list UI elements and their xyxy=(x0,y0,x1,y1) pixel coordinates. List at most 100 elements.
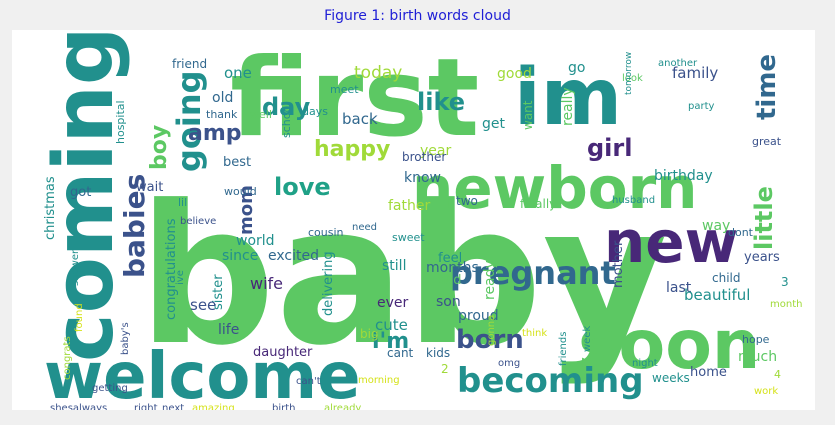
figure-title: Figure 1: birth words cloud xyxy=(324,8,511,24)
cloud-word: get xyxy=(482,116,506,132)
cloud-word: got xyxy=(70,185,91,200)
cloud-word: happy xyxy=(314,137,390,162)
cloud-word: excited xyxy=(268,248,319,264)
cloud-word: congrats xyxy=(62,336,73,380)
cloud-word: dad xyxy=(437,273,461,288)
cloud-word: hope xyxy=(742,333,770,346)
cloud-word: omg xyxy=(498,358,520,369)
cloud-word: next xyxy=(162,403,184,410)
cloud-word: gonna xyxy=(486,315,497,346)
cloud-word: delivering xyxy=(321,251,336,316)
cloud-word: months xyxy=(426,260,479,276)
cloud-word: two xyxy=(456,194,478,208)
cloud-word: cousin xyxy=(308,226,344,239)
cloud-word: birth xyxy=(272,403,296,410)
cloud-word: good xyxy=(497,66,532,82)
cloud-word: love xyxy=(274,173,331,201)
cloud-word: best xyxy=(223,155,251,170)
cloud-word: little xyxy=(750,186,778,250)
cloud-word: well xyxy=(250,108,272,121)
cloud-word: great xyxy=(752,135,782,148)
cloud-word: time xyxy=(752,54,782,120)
cloud-word: found xyxy=(74,303,85,332)
cloud-word: day xyxy=(262,93,311,121)
cloud-word: hospital xyxy=(114,100,127,144)
cloud-word: old xyxy=(212,90,233,106)
cloud-word: wait xyxy=(136,180,163,195)
cloud-word: look xyxy=(622,73,643,84)
cloud-word: new xyxy=(604,208,738,276)
cloud-word: child xyxy=(712,271,741,285)
cloud-word: dont xyxy=(728,226,754,239)
cloud-word: would xyxy=(224,185,257,198)
cloud-word: son xyxy=(436,294,461,310)
cloud-word: soon xyxy=(578,306,760,385)
cloud-word: need xyxy=(352,222,377,233)
cloud-word: going xyxy=(170,70,208,172)
cloud-word: proud xyxy=(458,308,499,324)
cloud-word: friends xyxy=(558,332,569,366)
cloud-word: daughter xyxy=(253,345,313,360)
cloud-word: family xyxy=(672,64,718,82)
cloud-word: 2 xyxy=(441,362,449,376)
cloud-word: pregnant xyxy=(450,254,616,292)
cloud-word: 3 xyxy=(781,275,789,289)
cloud-word: really xyxy=(560,87,576,126)
cloud-word: tomorrow xyxy=(624,52,634,95)
cloud-word: night xyxy=(632,358,658,369)
cloud-word: since xyxy=(222,248,258,264)
cloud-word: year xyxy=(420,143,451,159)
cloud-word: life xyxy=(218,322,239,338)
cloud-word: another xyxy=(658,58,698,69)
cloud-word: still xyxy=(382,258,406,274)
cloud-word: im xyxy=(514,53,622,143)
cloud-word: already xyxy=(324,403,361,410)
cloud-word: weeks xyxy=(652,371,690,385)
cloud-word: coming xyxy=(37,30,132,362)
cloud-word: right xyxy=(134,403,158,410)
cloud-word: can't xyxy=(296,376,321,387)
cloud-word: morning xyxy=(358,375,400,386)
cloud-word: want xyxy=(521,100,535,130)
cloud-word: babies xyxy=(118,174,151,278)
cloud-word: sister xyxy=(211,274,226,310)
cloud-word: christmas xyxy=(43,176,58,240)
cloud-word: school xyxy=(280,103,293,138)
cloud-word: believe xyxy=(180,216,216,227)
cloud-word: ready xyxy=(482,260,498,300)
cloud-word: big xyxy=(360,327,379,341)
cloud-word: back xyxy=(342,110,378,128)
cloud-word: brother xyxy=(402,150,446,164)
cloud-word: like xyxy=(417,88,465,116)
cloud-word: feel xyxy=(438,251,462,266)
cloud-word: newborn xyxy=(412,154,697,222)
cloud-word: think xyxy=(522,328,547,339)
cloud-word: last xyxy=(666,280,692,296)
cloud-word: cant xyxy=(387,346,414,360)
cloud-word: party xyxy=(688,101,715,112)
cloud-word: mom xyxy=(236,185,257,235)
cloud-word: days xyxy=(302,105,328,118)
cloud-word: amazing xyxy=(192,403,235,410)
cloud-word: father xyxy=(388,198,430,214)
cloud-word: work xyxy=(754,386,778,397)
cloud-word: friend xyxy=(172,57,207,71)
cloud-word: much xyxy=(738,349,777,365)
cloud-word: 4 xyxy=(774,368,781,381)
cloud-word: girl xyxy=(587,134,632,162)
word-cloud: baby first im newborn coming welcome new soon pr… xyxy=(12,30,815,410)
cloud-word: becoming xyxy=(457,361,644,401)
cloud-word: boy xyxy=(147,125,172,170)
cloud-word: ever xyxy=(377,295,409,311)
cloud-word: years xyxy=(744,250,780,265)
cloud-word: finally xyxy=(520,197,556,211)
cloud-word: cute xyxy=(375,316,408,334)
cloud-word: kids xyxy=(426,346,450,360)
cloud-word: know xyxy=(404,170,441,186)
cloud-word: baby xyxy=(138,165,668,388)
cloud-word: way xyxy=(702,218,730,234)
cloud-word: baby's xyxy=(120,322,131,355)
cloud-word: born xyxy=(456,325,524,355)
cloud-word: birthday xyxy=(654,168,713,184)
